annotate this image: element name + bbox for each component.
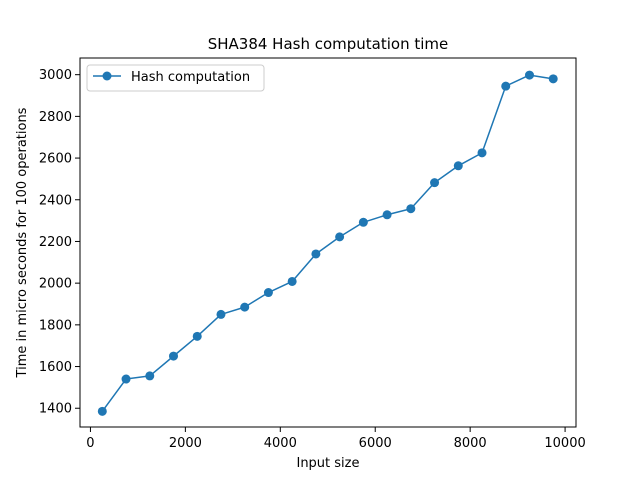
data-point — [406, 204, 416, 214]
y-tick-label: 2000 — [39, 277, 72, 292]
y-tick-label: 2600 — [39, 152, 72, 167]
x-axis: 0 2000 4000 6000 8000 10000 — [86, 427, 586, 451]
y-tick-label: 3000 — [39, 68, 72, 83]
data-point — [548, 74, 558, 84]
data-point — [311, 249, 321, 259]
series-line — [101, 74, 554, 412]
data-point — [216, 309, 226, 319]
data-point — [145, 371, 155, 381]
y-tick-label: 2800 — [39, 110, 72, 125]
x-tick-label: 4000 — [264, 436, 297, 451]
data-point — [477, 148, 487, 158]
x-tick-label: 2000 — [169, 436, 202, 451]
legend-label: Hash computation — [131, 70, 250, 85]
y-tick-label: 1800 — [39, 318, 72, 333]
legend-box — [86, 64, 265, 92]
data-point — [382, 210, 392, 220]
x-tick-label: 0 — [86, 436, 94, 451]
y-axis-label: Time in micro seconds for 100 operations — [15, 107, 30, 378]
plot-frame — [79, 57, 577, 428]
chart-title: SHA384 Hash computation time — [208, 35, 449, 53]
y-axis: 1400 1600 1800 2000 2200 2400 2600 2800 3000 — [39, 68, 80, 417]
data-point — [453, 161, 463, 171]
data-point — [358, 217, 368, 227]
legend: Hash computation — [86, 64, 265, 92]
data-point — [335, 232, 345, 242]
data-point — [169, 351, 179, 361]
data-point — [524, 70, 534, 80]
data-point — [263, 288, 273, 298]
y-tick-label: 2200 — [39, 235, 72, 250]
data-point — [501, 81, 511, 91]
x-tick-label: 6000 — [359, 436, 392, 451]
x-tick-label: 8000 — [454, 436, 487, 451]
data-point — [97, 406, 107, 416]
data-point — [430, 178, 440, 188]
x-axis-label: Input size — [296, 456, 359, 471]
y-tick-label: 1400 — [39, 402, 72, 417]
data-point — [121, 374, 131, 384]
data-point — [287, 276, 297, 286]
y-tick-label: 2400 — [39, 193, 72, 208]
legend-marker — [102, 71, 112, 81]
y-tick-label: 1600 — [39, 360, 72, 375]
plot-layer — [97, 70, 558, 416]
data-point — [240, 302, 250, 312]
x-tick-label: 10000 — [544, 436, 585, 451]
data-point — [192, 331, 202, 341]
